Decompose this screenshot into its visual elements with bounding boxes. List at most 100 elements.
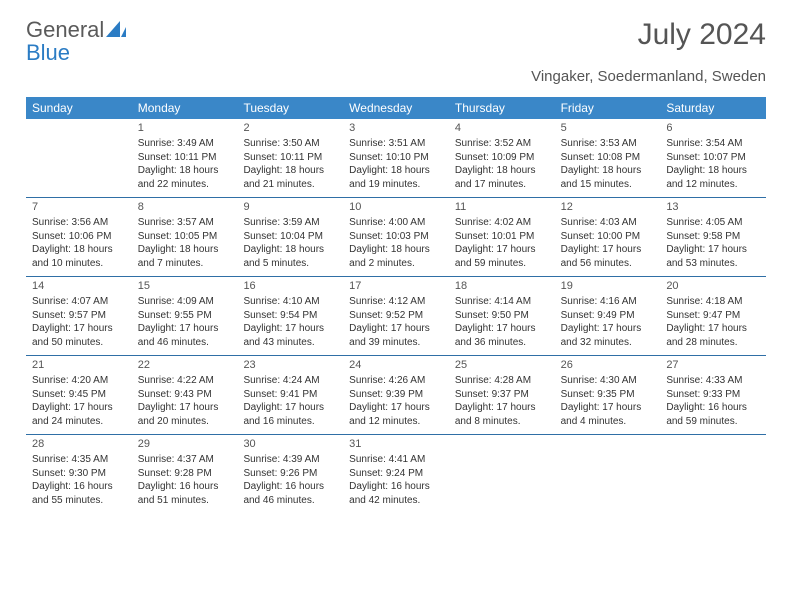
sunrise-text: Sunrise: 4:02 AM xyxy=(455,216,549,230)
week-row: 1Sunrise: 3:49 AMSunset: 10:11 PMDayligh… xyxy=(26,119,766,197)
day-cell: 29Sunrise: 4:37 AMSunset: 9:28 PMDayligh… xyxy=(132,435,238,513)
calendar: Sunday Monday Tuesday Wednesday Thursday… xyxy=(26,97,766,513)
day-cell: 23Sunrise: 4:24 AMSunset: 9:41 PMDayligh… xyxy=(237,356,343,434)
day-cell: 2Sunrise: 3:50 AMSunset: 10:11 PMDayligh… xyxy=(237,119,343,197)
day-number: 13 xyxy=(666,200,760,215)
month-title: July 2024 xyxy=(638,18,766,52)
day-cell: 12Sunrise: 4:03 AMSunset: 10:00 PMDaylig… xyxy=(555,198,661,276)
sunset-text: Sunset: 9:28 PM xyxy=(138,467,232,481)
sunset-text: Sunset: 10:09 PM xyxy=(455,151,549,165)
sunrise-text: Sunrise: 4:26 AM xyxy=(349,374,443,388)
daylight-text: Daylight: 18 hours and 17 minutes. xyxy=(455,164,549,191)
daylight-text: Daylight: 18 hours and 5 minutes. xyxy=(243,243,337,270)
sunrise-text: Sunrise: 3:53 AM xyxy=(561,137,655,151)
week-row: 14Sunrise: 4:07 AMSunset: 9:57 PM Dayligh… xyxy=(26,276,766,355)
daylight-text: Daylight: 17 hours and 59 minutes. xyxy=(455,243,549,270)
daylight-text: Daylight: 17 hours and 8 minutes. xyxy=(455,401,549,428)
day-number: 9 xyxy=(243,200,337,215)
day-cell: 8Sunrise: 3:57 AMSunset: 10:05 PMDayligh… xyxy=(132,198,238,276)
sunrise-text: Sunrise: 4:18 AM xyxy=(666,295,760,309)
sunrise-text: Sunrise: 3:56 AM xyxy=(32,216,126,230)
daylight-text: Daylight: 18 hours and 2 minutes. xyxy=(349,243,443,270)
sunset-text: Sunset: 9:52 PM xyxy=(349,309,443,323)
day-cell: 7Sunrise: 3:56 AMSunset: 10:06 PMDayligh… xyxy=(26,198,132,276)
day-cell: 18Sunrise: 4:14 AMSunset: 9:50 PMDayligh… xyxy=(449,277,555,355)
day-number: 22 xyxy=(138,358,232,373)
sunrise-text: Sunrise: 4:24 AM xyxy=(243,374,337,388)
sunrise-text: Sunrise: 4:07 AM xyxy=(32,295,126,309)
day-cell: 17Sunrise: 4:12 AMSunset: 9:52 PMDayligh… xyxy=(343,277,449,355)
sunrise-text: Sunrise: 3:57 AM xyxy=(138,216,232,230)
day-cell: 25Sunrise: 4:28 AMSunset: 9:37 PMDayligh… xyxy=(449,356,555,434)
sunset-text: Sunset: 10:05 PM xyxy=(138,230,232,244)
sunrise-text: Sunrise: 4:03 AM xyxy=(561,216,655,230)
daylight-text: Daylight: 17 hours and 53 minutes. xyxy=(666,243,760,270)
daylight-text: Daylight: 18 hours and 22 minutes. xyxy=(138,164,232,191)
dow-wednesday: Wednesday xyxy=(343,97,449,119)
day-number: 20 xyxy=(666,279,760,294)
sunset-text: Sunset: 9:37 PM xyxy=(455,388,549,402)
sunset-text: Sunset: 9:57 PM xyxy=(32,309,126,323)
day-number: 6 xyxy=(666,121,760,136)
sunrise-text: Sunrise: 3:50 AM xyxy=(243,137,337,151)
sunset-text: Sunset: 9:43 PM xyxy=(138,388,232,402)
day-number: 2 xyxy=(243,121,337,136)
sunset-text: Sunset: 9:30 PM xyxy=(32,467,126,481)
sunrise-text: Sunrise: 4:05 AM xyxy=(666,216,760,230)
day-cell: 13Sunrise: 4:05 AMSunset: 9:58 PMDayligh… xyxy=(660,198,766,276)
day-number: 24 xyxy=(349,358,443,373)
sunset-text: Sunset: 10:08 PM xyxy=(561,151,655,165)
dow-tuesday: Tuesday xyxy=(237,97,343,119)
daylight-text: Daylight: 17 hours and 46 minutes. xyxy=(138,322,232,349)
sunrise-text: Sunrise: 4:12 AM xyxy=(349,295,443,309)
day-cell: 9Sunrise: 3:59 AMSunset: 10:04 PMDayligh… xyxy=(237,198,343,276)
daylight-text: Daylight: 17 hours and 56 minutes. xyxy=(561,243,655,270)
sunset-text: Sunset: 10:10 PM xyxy=(349,151,443,165)
dow-saturday: Saturday xyxy=(660,97,766,119)
day-cell: 26Sunrise: 4:30 AMSunset: 9:35 PMDayligh… xyxy=(555,356,661,434)
sunset-text: Sunset: 10:00 PM xyxy=(561,230,655,244)
day-number: 14 xyxy=(32,279,126,294)
page-header: General Blue July 2024 xyxy=(26,18,766,64)
day-cell: 31Sunrise: 4:41 AMSunset: 9:24 PMDayligh… xyxy=(343,435,449,513)
day-cell xyxy=(449,435,555,513)
daylight-text: Daylight: 17 hours and 12 minutes. xyxy=(349,401,443,428)
dow-monday: Monday xyxy=(132,97,238,119)
sunset-text: Sunset: 10:06 PM xyxy=(32,230,126,244)
day-number: 10 xyxy=(349,200,443,215)
day-cell: 14Sunrise: 4:07 AMSunset: 9:57 PMDayligh… xyxy=(26,277,132,355)
daylight-text: Daylight: 17 hours and 24 minutes. xyxy=(32,401,126,428)
day-cell xyxy=(660,435,766,513)
sunrise-text: Sunrise: 4:09 AM xyxy=(138,295,232,309)
sunrise-text: Sunrise: 4:16 AM xyxy=(561,295,655,309)
sunrise-text: Sunrise: 3:49 AM xyxy=(138,137,232,151)
daylight-text: Daylight: 18 hours and 19 minutes. xyxy=(349,164,443,191)
sunset-text: Sunset: 9:39 PM xyxy=(349,388,443,402)
sunset-text: Sunset: 9:47 PM xyxy=(666,309,760,323)
sail-icon xyxy=(106,18,126,41)
sunrise-text: Sunrise: 4:22 AM xyxy=(138,374,232,388)
week-row: 28Sunrise: 4:35 AMSunset: 9:30 PMDayligh… xyxy=(26,434,766,513)
sunrise-text: Sunrise: 3:54 AM xyxy=(666,137,760,151)
daylight-text: Daylight: 17 hours and 32 minutes. xyxy=(561,322,655,349)
day-cell: 4Sunrise: 3:52 AMSunset: 10:09 PMDayligh… xyxy=(449,119,555,197)
day-cell: 22Sunrise: 4:22 AMSunset: 9:43 PMDayligh… xyxy=(132,356,238,434)
day-cell: 1Sunrise: 3:49 AMSunset: 10:11 PMDayligh… xyxy=(132,119,238,197)
dow-friday: Friday xyxy=(555,97,661,119)
day-cell: 15Sunrise: 4:09 AMSunset: 9:55 PMDayligh… xyxy=(132,277,238,355)
day-cell: 30Sunrise: 4:39 AMSunset: 9:26 PMDayligh… xyxy=(237,435,343,513)
sunset-text: Sunset: 9:49 PM xyxy=(561,309,655,323)
sunrise-text: Sunrise: 4:10 AM xyxy=(243,295,337,309)
week-row: 21Sunrise: 4:20 AMSunset: 9:45 PMDayligh… xyxy=(26,355,766,434)
daylight-text: Daylight: 16 hours and 55 minutes. xyxy=(32,480,126,507)
sunset-text: Sunset: 10:04 PM xyxy=(243,230,337,244)
weekday-header: Sunday Monday Tuesday Wednesday Thursday… xyxy=(26,97,766,119)
day-number: 30 xyxy=(243,437,337,452)
sunrise-text: Sunrise: 4:00 AM xyxy=(349,216,443,230)
sunrise-text: Sunrise: 3:52 AM xyxy=(455,137,549,151)
day-cell: 27Sunrise: 4:33 AMSunset: 9:33 PMDayligh… xyxy=(660,356,766,434)
daylight-text: Daylight: 18 hours and 15 minutes. xyxy=(561,164,655,191)
day-number: 28 xyxy=(32,437,126,452)
day-cell: 19Sunrise: 4:16 AMSunset: 9:49 PMDayligh… xyxy=(555,277,661,355)
day-cell: 24Sunrise: 4:26 AMSunset: 9:39 PMDayligh… xyxy=(343,356,449,434)
